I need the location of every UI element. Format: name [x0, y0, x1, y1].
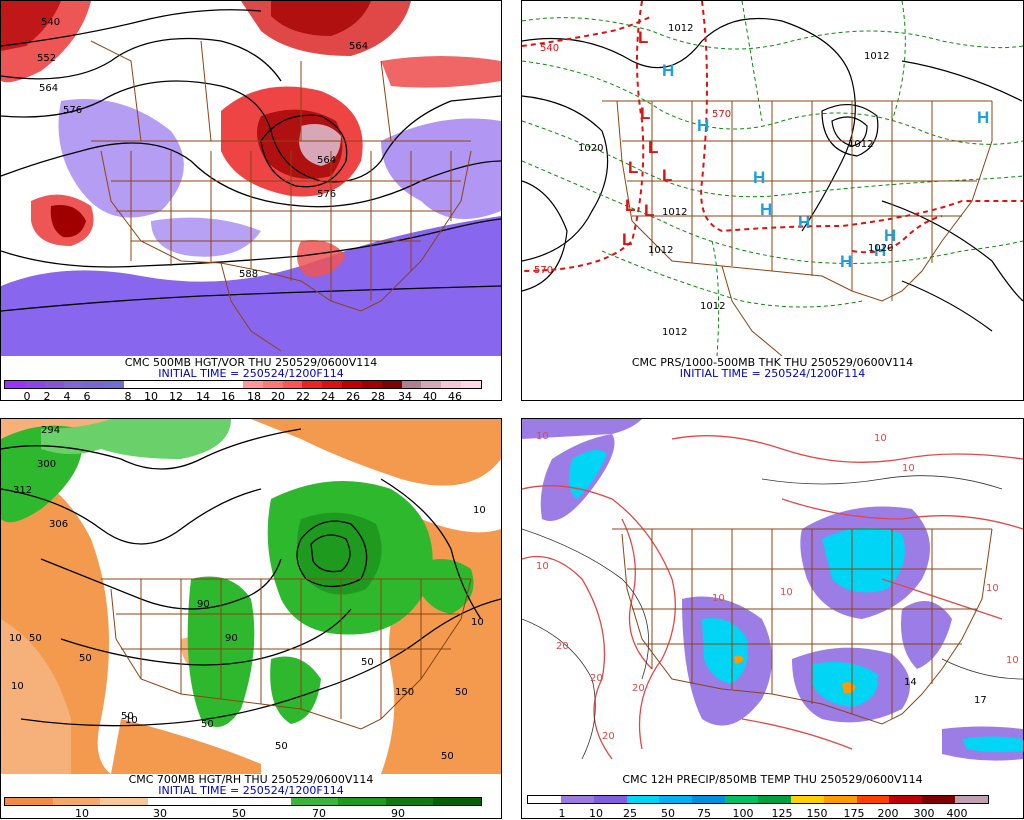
panel-prs-thk: H H H H H H H H H L L L L L L L L 1012 1…: [521, 0, 1024, 401]
colorbar: [527, 795, 989, 804]
contour-label: 50: [121, 711, 134, 722]
contour-label: 300: [37, 459, 56, 470]
contour-label: 1012: [700, 301, 725, 312]
contour-label: 1012: [864, 51, 889, 62]
contour-label: 10: [712, 593, 725, 604]
contour-label: 10: [780, 587, 793, 598]
contour-label: 14: [904, 677, 917, 688]
map-500mb: 540 552 564 576 588 564 576 564: [1, 1, 501, 356]
contour-label: 90: [225, 633, 238, 644]
contour-label: 588: [239, 269, 258, 280]
contour-label: 294: [41, 425, 60, 436]
high-pressure-symbol: H: [697, 116, 709, 135]
thickness-line: [700, 1, 1023, 233]
contour-label: 10: [536, 561, 549, 572]
contour-label: 1012: [648, 245, 673, 256]
panel-init-time: INITIAL TIME = 250524/1200F114: [679, 367, 866, 380]
contour-label: 50: [29, 633, 42, 644]
contour-label: 90: [197, 599, 210, 610]
contour-label: 50: [201, 719, 214, 730]
colorbar-labels: 10 30 50 70 90: [75, 807, 405, 820]
contour-label: 564: [317, 155, 336, 166]
low-pressure-symbol: L: [628, 158, 638, 177]
high-pressure-symbol: H: [874, 241, 886, 260]
contour-label: 312: [13, 485, 32, 496]
colorbar-labels: 0 2 4 6 8 10 12 14 16 18 20 22 24 26 28 …: [23, 390, 463, 403]
contour-label: 50: [361, 657, 374, 668]
contour-label: 570: [534, 265, 553, 276]
colorbar-labels: 1 10 25 50 75 100 125 150 175 200 300 40…: [558, 807, 968, 820]
panel-title: CMC 500MB HGT/VOR THU 250529/0600V114: [124, 356, 378, 369]
contour-label: 564: [349, 41, 368, 52]
panel-title: CMC 700MB HGT/RH THU 250529/0600V114: [128, 773, 374, 786]
panel-init-time: INITIAL TIME = 250524/1200F114: [158, 784, 344, 797]
contour-label: 10: [11, 681, 24, 692]
contour-label: 20: [632, 683, 645, 694]
high-pressure-symbol: H: [753, 168, 765, 187]
contour-label: 150: [395, 687, 414, 698]
panel-500mb-hgt-vor: 540 552 564 576 588 564 576 564 CMC 500M…: [0, 0, 502, 403]
contour-label: 1012: [662, 207, 687, 218]
high-pressure-symbol: H: [977, 108, 989, 127]
contour-label: 10: [874, 433, 887, 444]
contour-label: 1012: [848, 139, 873, 150]
panel-title: CMC 12H PRECIP/850MB TEMP THU 250529/060…: [622, 773, 923, 786]
contour-label: 20: [556, 641, 569, 652]
contour-label: 576: [317, 189, 336, 200]
colorbar: [4, 380, 482, 389]
contour-label: 1012: [668, 23, 693, 34]
panel-title: CMC PRS/1000-500MB THK THU 250529/0600V1…: [631, 356, 914, 369]
contour-label: 564: [39, 83, 58, 94]
contour-label: 10: [986, 583, 999, 594]
thickness-570: [522, 1, 645, 272]
low-pressure-symbol: L: [625, 196, 635, 215]
contour-label: 10: [536, 431, 549, 442]
high-pressure-symbol: H: [840, 252, 852, 271]
vorticity-region-west: [58, 99, 184, 218]
contour-label: 1012: [662, 327, 687, 338]
panel-init-time: INITIAL TIME = 250524/1200F114: [158, 367, 344, 380]
contour-label: 10: [1006, 655, 1019, 666]
vorticity-region-south: [1, 216, 501, 356]
contour-label: 20: [602, 731, 615, 742]
colorbar: [4, 797, 482, 806]
map-prs-thk: H H H H H H H H H L L L L L L L L 1012 1…: [522, 1, 1023, 356]
contour-label: 1020: [868, 243, 893, 254]
contour-label: 50: [79, 653, 92, 664]
low-pressure-symbol: L: [644, 201, 654, 220]
contour-label: 540: [41, 17, 60, 28]
contour-label: 570: [712, 109, 731, 120]
high-pressure-symbol: H: [760, 200, 772, 219]
low-pressure-symbol: L: [640, 104, 650, 123]
low-pressure-symbol: L: [638, 28, 648, 47]
panel-700mb-hgt-rh: 294 300 306 312 10 50 50 90 90 50 10 50 …: [0, 418, 502, 820]
contour-label: 552: [37, 53, 56, 64]
contour-label: 10: [471, 617, 484, 628]
contour-label: 1020: [578, 143, 603, 154]
contour-label: 50: [275, 741, 288, 752]
low-pressure-symbol: L: [648, 138, 658, 157]
high-pressure-symbol: H: [798, 213, 810, 232]
contour-label: 306: [49, 519, 68, 530]
low-pressure-symbol: L: [662, 166, 672, 185]
contour-label: 50: [441, 751, 454, 762]
high-pressure-symbol: H: [662, 61, 674, 80]
contour-label: 10: [125, 715, 138, 726]
contour-label: 10: [473, 505, 486, 516]
contour-label: 576: [63, 105, 82, 116]
contour-label: 540: [540, 43, 559, 54]
high-pressure-symbol: H: [884, 226, 896, 245]
low-pressure-symbol: L: [622, 230, 632, 249]
panel-precip-850mb-temp: 10 10 10 20 20 20 20 10 10 10 10 10 17 1…: [521, 418, 1024, 820]
map-700mb: 294 300 306 312 10 50 50 90 90 50 10 50 …: [1, 419, 501, 774]
contour-label: 10: [9, 633, 22, 644]
map-precip: 10 10 10 20 20 20 20 10 10 10 10 10 17 1…: [522, 419, 1023, 774]
contour-label: 50: [455, 687, 468, 698]
contour-label: 10: [902, 463, 915, 474]
contour-label: 20: [590, 673, 603, 684]
rh-dry-region-north: [251, 419, 501, 486]
contour-label: 17: [974, 695, 987, 706]
